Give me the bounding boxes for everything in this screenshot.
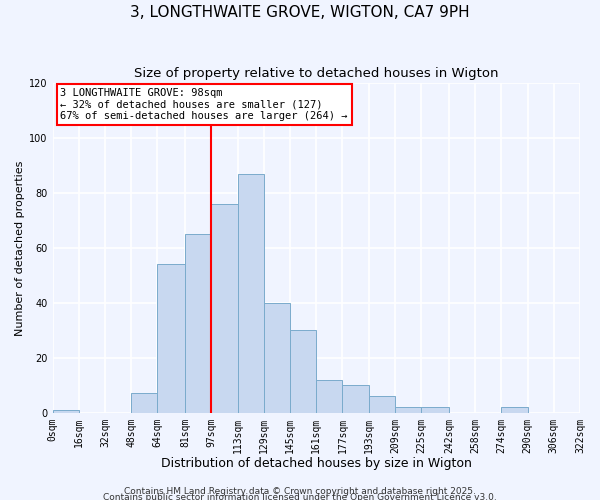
- Bar: [131, 394, 157, 412]
- Bar: [290, 330, 316, 412]
- Text: 3 LONGTHWAITE GROVE: 98sqm
← 32% of detached houses are smaller (127)
67% of sem: 3 LONGTHWAITE GROVE: 98sqm ← 32% of deta…: [61, 88, 348, 121]
- Y-axis label: Number of detached properties: Number of detached properties: [15, 160, 25, 336]
- Text: Contains public sector information licensed under the Open Government Licence v3: Contains public sector information licen…: [103, 492, 497, 500]
- Bar: [238, 174, 264, 412]
- Bar: [368, 396, 395, 412]
- Bar: [157, 264, 185, 412]
- Text: Contains HM Land Registry data © Crown copyright and database right 2025.: Contains HM Land Registry data © Crown c…: [124, 487, 476, 496]
- Bar: [211, 204, 238, 412]
- Bar: [343, 385, 368, 412]
- X-axis label: Distribution of detached houses by size in Wigton: Distribution of detached houses by size …: [161, 457, 472, 470]
- Bar: [264, 303, 290, 412]
- Bar: [421, 407, 449, 412]
- Bar: [316, 380, 343, 412]
- Bar: [395, 407, 421, 412]
- Bar: [185, 234, 211, 412]
- Bar: [53, 410, 79, 412]
- Bar: [502, 407, 527, 412]
- Title: Size of property relative to detached houses in Wigton: Size of property relative to detached ho…: [134, 68, 499, 80]
- Text: 3, LONGTHWAITE GROVE, WIGTON, CA7 9PH: 3, LONGTHWAITE GROVE, WIGTON, CA7 9PH: [130, 5, 470, 20]
